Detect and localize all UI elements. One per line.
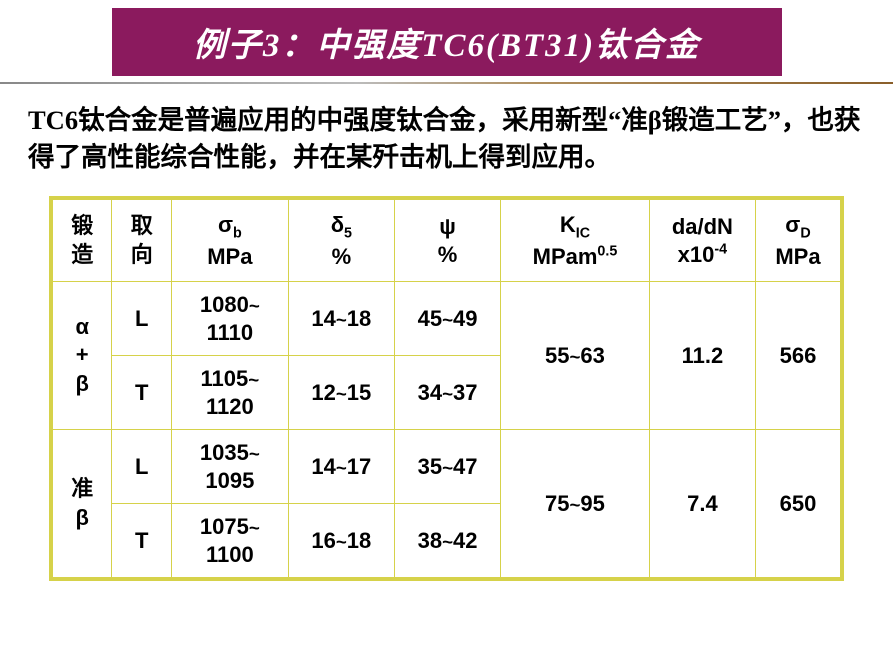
- dir-cell: T: [112, 356, 171, 430]
- dadn-cell: 11.2: [649, 282, 755, 430]
- psi-cell: 38~42: [394, 504, 500, 578]
- th-sigma-b: σb MPa: [171, 200, 288, 282]
- table-body: α + β L 1080~ 1110 14~18 45~49 55~63 11.…: [53, 282, 841, 578]
- data-table: 锻造 取向 σb MPa δ5 % ψ % KIC MPam0.5 da/dN …: [52, 199, 841, 578]
- sigma-b-cell: 1105~ 1120: [171, 356, 288, 430]
- th-dir: 取向: [112, 200, 171, 282]
- dir-cell: L: [112, 430, 171, 504]
- th-dadn: da/dN x10-4: [649, 200, 755, 282]
- sigma-d-cell: 650: [755, 430, 840, 578]
- th-psi: ψ %: [394, 200, 500, 282]
- forge-label: α + β: [53, 282, 112, 430]
- psi-cell: 34~37: [394, 356, 500, 430]
- divider-line: [0, 82, 893, 84]
- psi-cell: 45~49: [394, 282, 500, 356]
- sigma-b-cell: 1080~ 1110: [171, 282, 288, 356]
- sigma-d-cell: 566: [755, 282, 840, 430]
- delta5-cell: 16~18: [288, 504, 394, 578]
- kic-cell: 55~63: [501, 282, 650, 430]
- psi-cell: 35~47: [394, 430, 500, 504]
- delta5-cell: 12~15: [288, 356, 394, 430]
- data-table-container: 锻造 取向 σb MPa δ5 % ψ % KIC MPam0.5 da/dN …: [49, 196, 844, 581]
- forge-label: 准 β: [53, 430, 112, 578]
- table-row: 准 β L 1035~ 1095 14~17 35~47 75~95 7.4 6…: [53, 430, 841, 504]
- table-row: α + β L 1080~ 1110 14~18 45~49 55~63 11.…: [53, 282, 841, 356]
- th-sigma-d: σD MPa: [755, 200, 840, 282]
- dadn-cell: 7.4: [649, 430, 755, 578]
- delta5-cell: 14~18: [288, 282, 394, 356]
- delta5-cell: 14~17: [288, 430, 394, 504]
- sigma-b-cell: 1035~ 1095: [171, 430, 288, 504]
- slide-title: 例子3：中强度TC6(BT31)钛合金: [112, 8, 782, 76]
- table-header-row: 锻造 取向 σb MPa δ5 % ψ % KIC MPam0.5 da/dN …: [53, 200, 841, 282]
- th-forge: 锻造: [53, 200, 112, 282]
- kic-cell: 75~95: [501, 430, 650, 578]
- dir-cell: L: [112, 282, 171, 356]
- th-delta5: δ5 %: [288, 200, 394, 282]
- intro-paragraph: TC6钛合金是普遍应用的中强度钛合金，采用新型“准β锻造工艺”，也获得了高性能综…: [28, 102, 865, 176]
- dir-cell: T: [112, 504, 171, 578]
- sigma-b-cell: 1075~ 1100: [171, 504, 288, 578]
- th-kic: KIC MPam0.5: [501, 200, 650, 282]
